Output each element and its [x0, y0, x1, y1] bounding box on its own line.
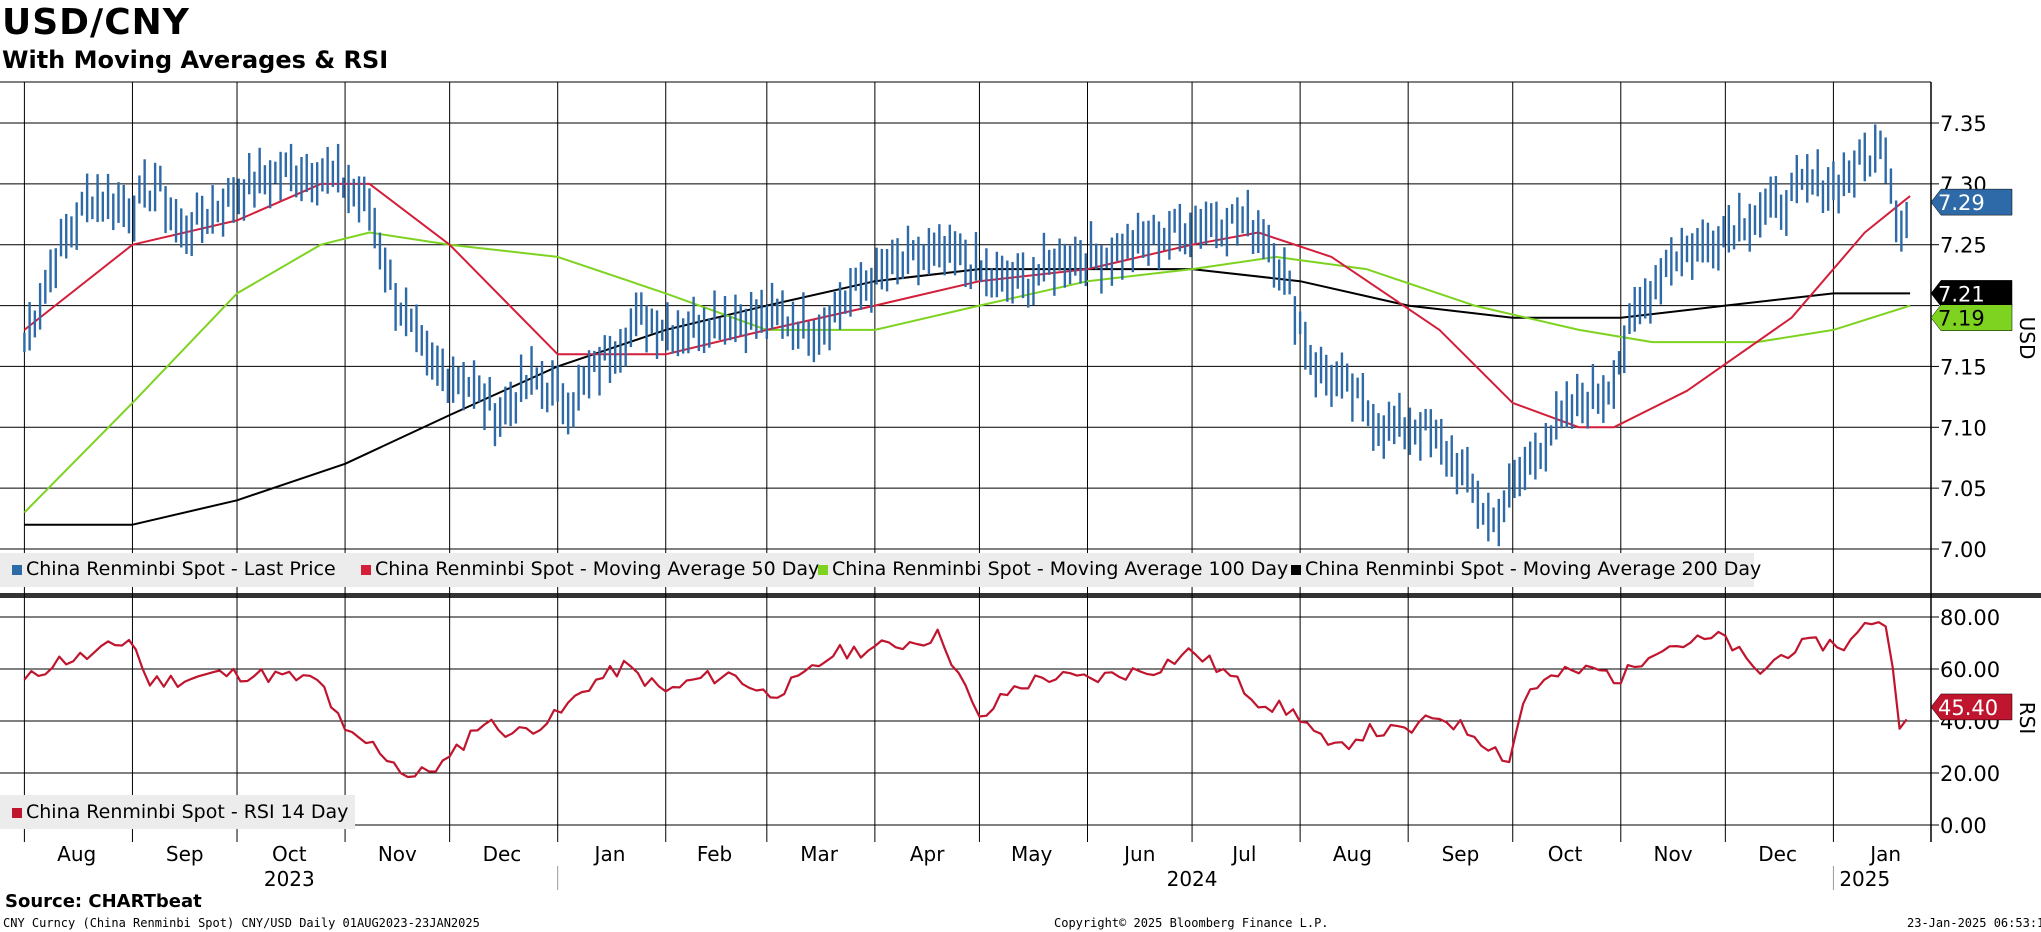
rsi-y-tick-label: 20.00 — [1940, 762, 2000, 786]
y-tick-label: 7.25 — [1940, 234, 1987, 258]
rsi-legend-box — [0, 795, 355, 829]
legend-rsi: China Renminbi Spot - RSI 14 Day — [12, 801, 348, 823]
x-tick-label: Jul — [1230, 842, 1256, 866]
legend-ma100: China Renminbi Spot - Moving Average 100… — [818, 558, 1288, 580]
chart-subtitle: With Moving Averages & RSI — [2, 46, 389, 74]
y-tick-label: 7.00 — [1940, 538, 1987, 562]
panel-separator — [0, 593, 2041, 598]
source-note: Source: CHARTbeat — [5, 891, 202, 912]
footer-right: 23-Jan-2025 06:53:13 — [1907, 916, 2041, 930]
footer-center: Copyright© 2025 Bloomberg Finance L.P. — [1054, 916, 1329, 930]
x-tick-label: Jan — [1868, 842, 1901, 866]
x-tick-label: Nov — [1654, 842, 1693, 866]
ma100-line — [23, 231, 1911, 514]
y-axis-title: USD — [2015, 317, 2039, 360]
x-tick-label: Feb — [697, 842, 732, 866]
ma200-line — [24, 268, 1911, 526]
x-tick-label: Sep — [166, 842, 204, 866]
price-legend-box — [0, 553, 1754, 587]
x-tick-label: Aug — [1333, 842, 1372, 866]
x-year-label: 2025 — [1839, 867, 1890, 891]
x-year-label: 2024 — [1167, 867, 1218, 891]
rsi-y-tick-label: 80.00 — [1940, 606, 2000, 630]
ma100-tag: 7.19 — [1938, 307, 1985, 331]
x-tick-label: Dec — [483, 842, 522, 866]
last-price-tag-bg — [1930, 188, 2013, 216]
x-tick-label: Apr — [910, 842, 945, 866]
y-tick-label: 7.15 — [1940, 355, 1987, 379]
y-tick-label: 7.35 — [1940, 112, 1987, 136]
x-tick-label: Jan — [593, 842, 626, 866]
legend-ma200: China Renminbi Spot - Moving Average 200… — [1291, 558, 1761, 580]
x-tick-label: Aug — [57, 842, 96, 866]
x-tick-label: Nov — [378, 842, 417, 866]
rsi-axis-title: RSI — [2015, 702, 2039, 735]
ma200-tag: 7.21 — [1938, 282, 1985, 306]
x-tick-label: Dec — [1758, 842, 1797, 866]
rsi-line — [23, 621, 1908, 779]
y-tick-label: 7.05 — [1940, 477, 1987, 501]
rsi-tag-bg — [1930, 693, 2013, 721]
ma200-tag-bg — [1930, 280, 2013, 307]
x-tick-label: Sep — [1442, 842, 1480, 866]
ma100-tag-bg — [1930, 304, 2013, 331]
legend-ma50: China Renminbi Spot - Moving Average 50 … — [361, 558, 819, 580]
x-tick-label: May — [1011, 842, 1053, 866]
x-tick-label: Jun — [1122, 842, 1155, 866]
x-year-label: 2023 — [264, 867, 315, 891]
x-tick-label: Oct — [1548, 842, 1583, 866]
y-tick-label: 7.10 — [1940, 416, 1987, 440]
rsi-y-tick-label: 0.00 — [1940, 814, 1987, 838]
x-tick-label: Mar — [800, 842, 839, 866]
rsi-tag: 45.40 — [1938, 696, 1998, 720]
legend-last-price: China Renminbi Spot - Last Price — [12, 558, 336, 580]
last-price-tag: 7.29 — [1938, 191, 1985, 215]
footer-left: CNY Curncy (China Renminbi Spot) CNY/USD… — [3, 916, 480, 930]
rsi-y-tick-label: 60.00 — [1940, 658, 2000, 682]
chart-title: USD/CNY — [2, 2, 190, 43]
x-tick-label: Oct — [272, 842, 307, 866]
